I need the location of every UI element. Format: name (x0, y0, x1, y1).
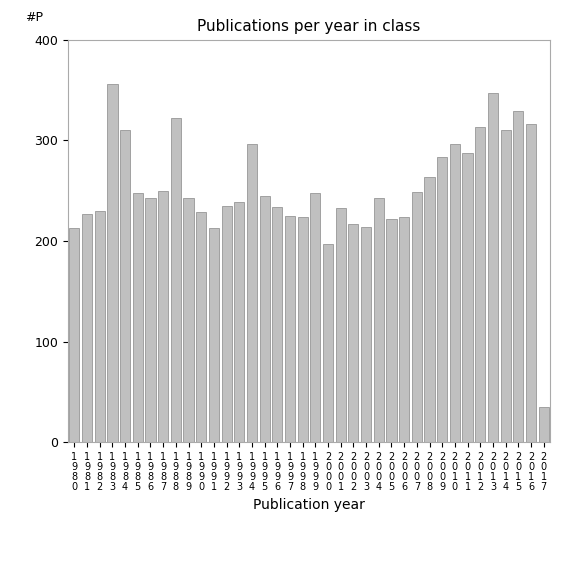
Bar (82, 214, 92, 442)
Bar (247, 145, 257, 442)
Bar (234, 202, 244, 442)
Text: #P: #P (24, 11, 43, 24)
Bar (209, 228, 219, 442)
Bar (158, 191, 168, 442)
Bar (539, 407, 549, 442)
Bar (450, 145, 460, 442)
Bar (412, 192, 422, 442)
Bar (386, 219, 396, 442)
Bar (374, 198, 384, 442)
Bar (323, 244, 333, 442)
Bar (513, 111, 523, 442)
Bar (196, 212, 206, 442)
Bar (298, 217, 308, 442)
Bar (69, 228, 79, 442)
Bar (526, 124, 536, 442)
X-axis label: Publication year: Publication year (253, 497, 365, 511)
Bar (133, 193, 143, 442)
Bar (501, 130, 511, 442)
Bar (336, 208, 346, 442)
Bar (475, 127, 485, 442)
Bar (310, 193, 320, 442)
Bar (488, 93, 498, 442)
Bar (348, 224, 358, 442)
Bar (399, 217, 409, 442)
Bar (272, 207, 282, 442)
Bar (145, 198, 155, 442)
Bar (107, 84, 117, 442)
Bar (222, 206, 232, 442)
Bar (437, 158, 447, 442)
Bar (425, 176, 434, 442)
Bar (95, 211, 105, 442)
Title: Publications per year in class: Publications per year in class (197, 19, 421, 35)
Bar (184, 198, 193, 442)
Bar (171, 118, 181, 442)
Bar (463, 154, 473, 442)
Bar (260, 196, 270, 442)
Bar (285, 216, 295, 442)
Bar (361, 227, 371, 442)
Bar (120, 130, 130, 442)
